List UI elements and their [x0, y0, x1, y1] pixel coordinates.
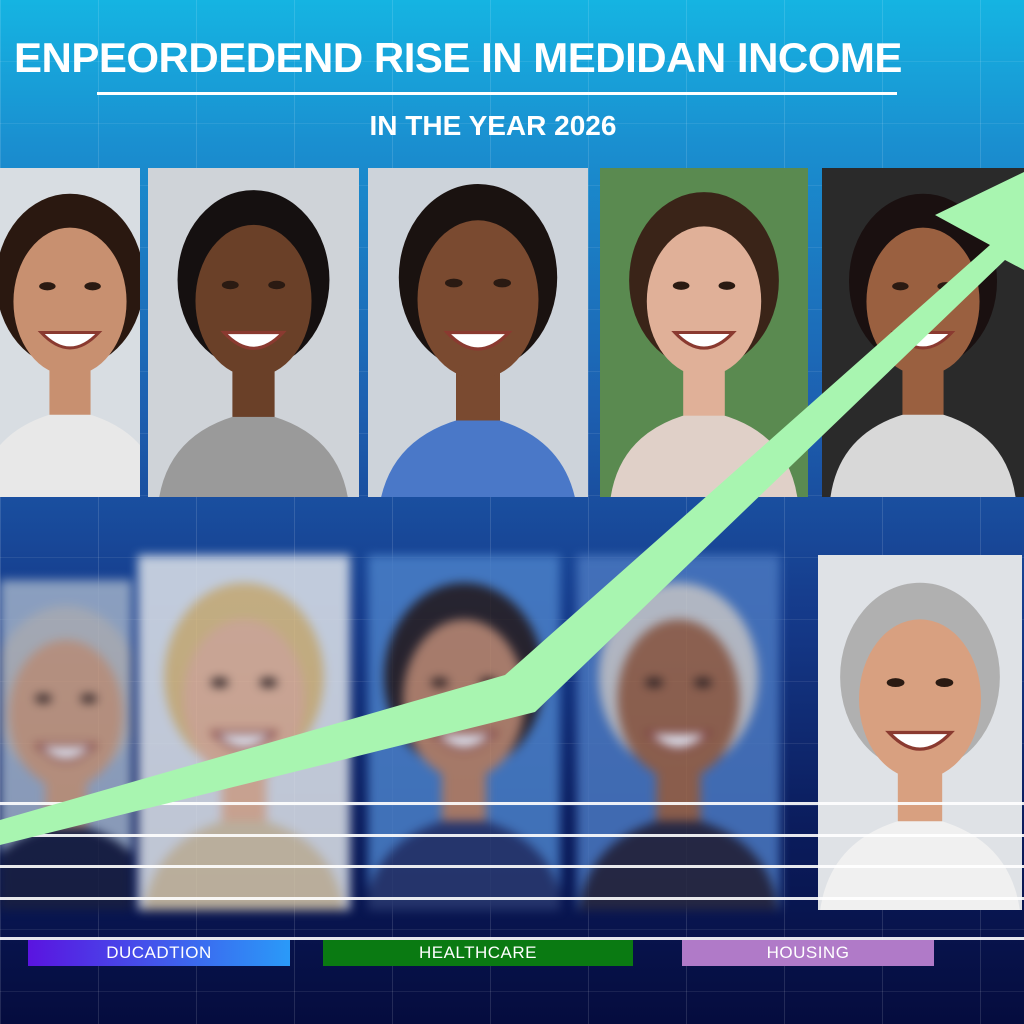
portrait-photo	[368, 168, 588, 497]
chart-line	[0, 802, 1024, 805]
portrait-photo	[577, 555, 780, 910]
chart-line	[0, 937, 1024, 940]
portrait-photo	[148, 168, 359, 497]
portrait-photo	[0, 168, 140, 497]
portrait-photo	[138, 555, 350, 910]
chart-line	[0, 834, 1024, 837]
category-education: DUCADTION	[28, 940, 290, 966]
portrait-photo	[818, 555, 1022, 910]
category-healthcare: HEALTHCARE	[323, 940, 633, 966]
chart-line	[0, 897, 1024, 900]
page-title: ENPEORDEDEND RISE IN MEDIDAN INCOME	[14, 34, 902, 81]
title-divider	[97, 92, 897, 95]
chart-line	[0, 865, 1024, 868]
category-housing: HOUSING	[682, 940, 934, 966]
portrait-photo	[0, 580, 132, 910]
page-subtitle: IN THE YEAR 2026	[369, 110, 617, 141]
